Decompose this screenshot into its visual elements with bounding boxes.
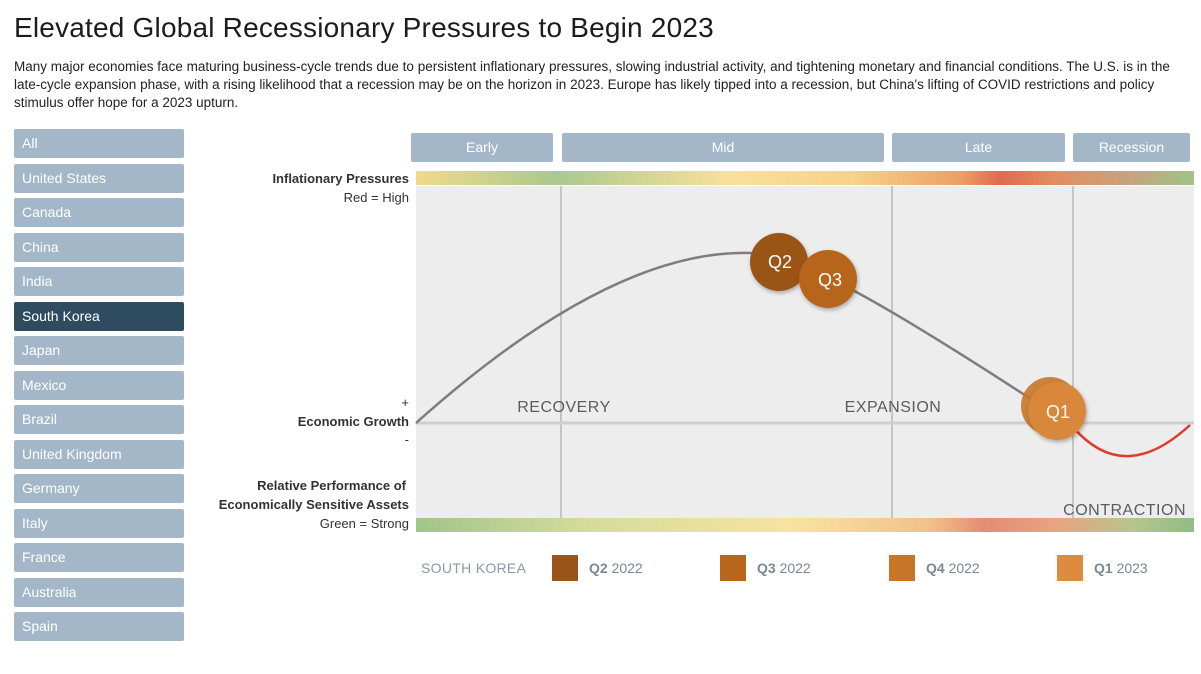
marker-q1-label: Q1: [1046, 402, 1070, 422]
sidebar-item-all[interactable]: All: [14, 129, 184, 158]
sidebar-item-france[interactable]: France: [14, 543, 184, 572]
sidebar-item-mexico[interactable]: Mexico: [14, 370, 184, 400]
sidebar-item-germany[interactable]: Germany: [14, 474, 184, 503]
zone-recovery-label: RECOVERY: [517, 399, 611, 416]
inflation-title: Inflationary Pressures: [272, 171, 409, 186]
marker-q2-circle[interactable]: [750, 233, 808, 291]
zone-expansion-label: EXPANSION: [845, 399, 942, 416]
marker-q1-2023[interactable]: Q1: [1021, 377, 1086, 440]
legend-q4-quarter: Q4: [926, 560, 945, 576]
assets-title-line1: Relative Performance of: [257, 478, 406, 493]
assets-subtitle: Green = Strong: [319, 516, 409, 531]
legend-country-name: SOUTH KOREA: [421, 560, 527, 576]
legend-swatch-q3: [720, 555, 746, 581]
legend-swatch-q4: [889, 555, 915, 581]
contraction-curve: [1072, 424, 1191, 458]
sidebar-item-united-states[interactable]: United States: [14, 163, 184, 193]
marker-q3-circle[interactable]: [799, 250, 857, 308]
phase-tab-recession[interactable]: Recession: [1073, 133, 1190, 162]
sidebar-item-china[interactable]: China: [14, 232, 184, 262]
legend-q2-quarter: Q2: [589, 560, 608, 576]
legend-q3-year: 2022: [779, 560, 811, 576]
asset-performance-gradient-bar: [416, 518, 1194, 532]
marker-q1-circle[interactable]: [1028, 382, 1086, 440]
sidebar-item-india[interactable]: India: [14, 267, 184, 296]
legend-swatch-q2: [552, 555, 578, 581]
legend-q1-quarter: Q1: [1094, 560, 1113, 576]
marker-q3-2022[interactable]: Q3: [799, 250, 857, 308]
sidebar-item-spain[interactable]: Spain: [14, 612, 184, 641]
assets-title-line2: Economically Sensitive Assets: [218, 497, 409, 512]
sidebar-item-brazil[interactable]: Brazil: [14, 405, 184, 434]
phase-tab-late[interactable]: Late: [892, 133, 1065, 162]
marker-q2-label: Q2: [768, 252, 792, 272]
page-description: Many major economies face maturing busin…: [14, 59, 1170, 110]
legend-swatch-q1: [1057, 555, 1083, 581]
growth-plus-sign: +: [401, 395, 409, 410]
marker-q2-2022[interactable]: Q2: [750, 233, 808, 291]
phase-tab-early[interactable]: Early: [411, 133, 553, 162]
marker-q3-label: Q3: [818, 270, 842, 290]
inflation-subtitle: Red = High: [343, 190, 409, 205]
zone-contraction-label: CONTRACTION: [1063, 502, 1186, 519]
country-sidebar: All United States Canada China India Sou…: [14, 129, 184, 647]
legend-q4-year: 2022: [948, 560, 980, 576]
phase-tab-mid[interactable]: Mid: [562, 133, 884, 162]
sidebar-item-south-korea[interactable]: South Korea: [14, 301, 184, 331]
economic-growth-label: Economic Growth: [297, 414, 409, 429]
legend-q3-quarter: Q3: [757, 560, 776, 576]
sidebar-item-japan[interactable]: Japan: [14, 336, 184, 365]
chart-plot-area: [416, 186, 1194, 518]
legend-q2-year: 2022: [611, 560, 643, 576]
sidebar-item-italy[interactable]: Italy: [14, 508, 184, 538]
page-title: Elevated Global Recessionary Pressures t…: [14, 12, 714, 43]
legend-q1-year: 2023: [1116, 560, 1148, 576]
sidebar-item-canada[interactable]: Canada: [14, 198, 184, 227]
sidebar-item-united-kingdom[interactable]: United Kingdom: [14, 439, 184, 469]
inflation-gradient-bar: [416, 171, 1194, 185]
growth-minus-sign: -: [404, 432, 409, 447]
sidebar-item-australia[interactable]: Australia: [14, 577, 184, 607]
growth-curve: [415, 251, 1061, 424]
